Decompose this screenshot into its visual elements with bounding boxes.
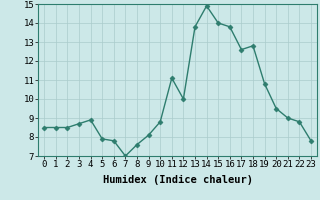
X-axis label: Humidex (Indice chaleur): Humidex (Indice chaleur): [103, 175, 252, 185]
